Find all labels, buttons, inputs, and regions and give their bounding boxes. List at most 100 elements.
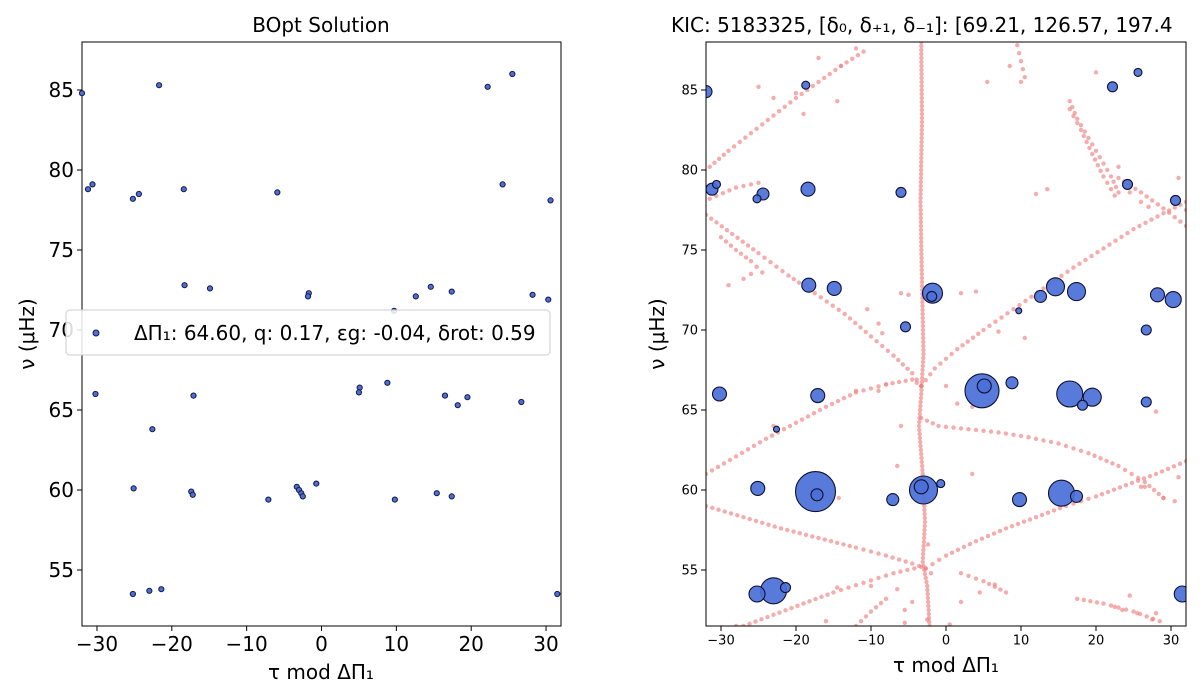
left-x-tick-label: −30: [76, 632, 118, 656]
model-point: [985, 79, 990, 85]
model-point: [883, 596, 889, 601]
left-data-point: [304, 293, 312, 300]
left-data-point: [149, 426, 156, 433]
model-point: [920, 363, 926, 369]
right-y-tick-label: 75: [681, 244, 698, 259]
model-point: [919, 95, 924, 101]
model-point: [1086, 135, 1091, 141]
left-data-point: [391, 496, 398, 503]
model-point: [1135, 478, 1141, 483]
model-point: [786, 273, 791, 278]
model-point: [1095, 163, 1101, 168]
left-data-point: [448, 493, 455, 500]
model-point: [900, 362, 906, 367]
model-point: [727, 457, 733, 463]
model-point: [1105, 489, 1111, 495]
left-data-point: [180, 186, 187, 193]
model-point: [1176, 175, 1181, 181]
model-point: [805, 414, 811, 419]
model-point: [918, 195, 923, 201]
model-point: [799, 91, 804, 97]
model-point: [726, 283, 731, 288]
model-point: [748, 259, 754, 264]
model-point: [863, 614, 869, 619]
model-point: [916, 423, 922, 429]
model-point: [1081, 133, 1087, 139]
model-point: [756, 84, 761, 90]
model-point: [1183, 207, 1186, 213]
model-point: [1026, 435, 1031, 440]
model-point: [743, 255, 749, 260]
model-point: [853, 320, 858, 326]
model-point: [836, 307, 841, 313]
model-point: [943, 424, 949, 429]
model-point: [1153, 409, 1159, 414]
model-point: [811, 411, 817, 416]
model-point: [853, 545, 859, 550]
model-point: [981, 428, 986, 433]
model-point: [895, 463, 900, 469]
model-point: [1138, 484, 1144, 489]
model-point: [922, 515, 928, 521]
model-point: [902, 607, 907, 613]
model-point: [1178, 219, 1183, 224]
legend-box: [65, 309, 551, 356]
model-point: [919, 99, 925, 105]
model-point: [1104, 458, 1109, 464]
left-data-point: [441, 392, 449, 399]
model-point: [1057, 506, 1063, 511]
observed-point: [1082, 387, 1102, 407]
model-point: [918, 191, 923, 197]
model-point: [973, 539, 979, 544]
model-point: [718, 235, 724, 240]
model-point: [920, 555, 926, 561]
model-point: [1113, 238, 1118, 243]
model-point: [810, 534, 815, 539]
model-point: [762, 255, 767, 260]
model-point: [1112, 193, 1117, 198]
model-point: [1131, 609, 1136, 614]
model-point: [918, 167, 924, 173]
model-point: [895, 357, 901, 363]
model-point: [917, 411, 923, 417]
model-point: [1116, 164, 1121, 169]
model-point: [922, 507, 927, 513]
left-chart-title: BOpt Solution: [252, 13, 389, 37]
model-point: [722, 509, 727, 514]
model-point: [771, 612, 776, 617]
model-point: [943, 553, 949, 558]
right-observed-points: [706, 67, 1186, 605]
model-point: [998, 587, 1003, 592]
model-point: [1086, 496, 1091, 501]
model-point: [919, 127, 925, 133]
model-point: [925, 617, 930, 622]
model-point: [920, 359, 926, 365]
model-point: [976, 331, 981, 337]
model-point: [716, 507, 721, 512]
model-point: [1120, 607, 1125, 613]
model-point: [1015, 521, 1021, 527]
model-point: [996, 329, 1001, 334]
model-point: [793, 95, 799, 101]
model-point: [726, 148, 731, 153]
model-point: [918, 231, 924, 237]
model-point: [1023, 298, 1028, 304]
model-point: [1020, 67, 1026, 72]
model-point: [791, 276, 796, 282]
model-point: [1087, 145, 1092, 151]
model-point: [783, 608, 788, 613]
model-point: [923, 575, 928, 581]
model-point: [925, 583, 930, 589]
model-point: [919, 391, 924, 397]
model-point: [919, 103, 925, 109]
observed-point: [1076, 399, 1089, 411]
left-data-point: [464, 394, 471, 401]
left-data-point: [92, 390, 99, 398]
model-point: [1071, 265, 1076, 270]
model-point: [919, 455, 924, 461]
model-point: [799, 417, 805, 422]
model-point: [793, 420, 799, 425]
model-point: [772, 524, 777, 529]
model-point: [1098, 456, 1103, 461]
model-point: [890, 555, 895, 560]
